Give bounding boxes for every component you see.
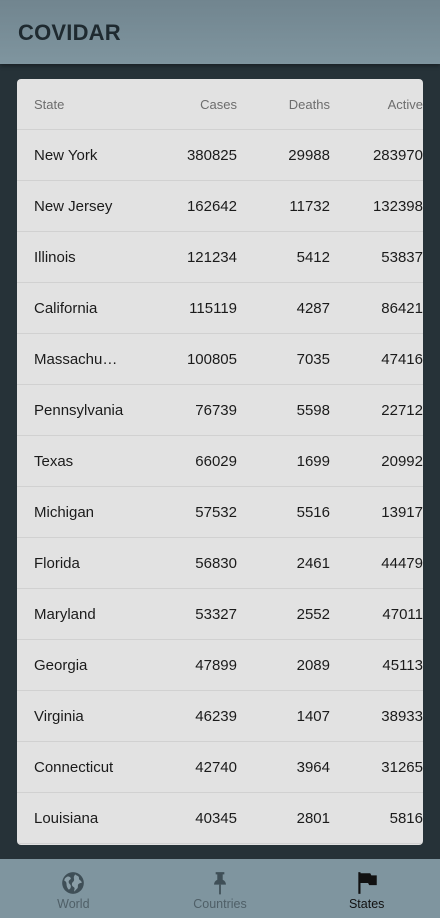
cell-deaths: 29988 (288, 146, 330, 164)
cell-active: 38933 (381, 707, 423, 725)
table-row[interactable]: New York 380825 29988 283970 (17, 130, 423, 181)
cell-deaths: 2801 (296, 809, 330, 827)
table-row[interactable]: Virginia 46239 1407 38933 (17, 691, 423, 742)
column-header-active[interactable]: Active (387, 96, 423, 112)
cell-active: 31265 (381, 758, 423, 776)
table-header-row: State Cases Deaths Active (17, 79, 423, 130)
cell-cases: 46239 (195, 707, 237, 725)
cell-cases: 76739 (195, 401, 237, 419)
cell-state: Louisiana (34, 809, 99, 827)
nav-label-world: World (57, 897, 90, 911)
cell-active: 132398 (372, 197, 423, 215)
cell-cases: 380825 (186, 146, 237, 164)
table-row[interactable]: Pennsylvania 76739 5598 22712 (17, 385, 423, 436)
cell-deaths: 2552 (296, 605, 330, 623)
table-row[interactable]: Connecticut 42740 3964 31265 (17, 742, 423, 793)
cell-deaths: 3964 (296, 758, 330, 776)
cell-state: New Jersey (34, 197, 113, 215)
table-row[interactable]: Georgia 47899 2089 45113 (17, 640, 423, 691)
cell-cases: 57532 (195, 503, 237, 521)
globe-icon (62, 872, 85, 894)
cell-active: 47416 (381, 350, 423, 368)
cell-deaths: 7035 (296, 350, 330, 368)
cell-cases: 66029 (195, 452, 237, 470)
pin-icon (214, 872, 226, 895)
table-row[interactable]: New Jersey 162642 11732 132398 (17, 181, 423, 232)
table-row[interactable]: California 115119 4287 86421 (17, 283, 423, 334)
cell-cases: 47899 (195, 656, 237, 674)
cell-state: California (34, 299, 98, 317)
cell-active: 22712 (381, 401, 423, 419)
cell-cases: 53327 (195, 605, 237, 623)
table-row[interactable]: Maryland 53327 2552 47011 (17, 589, 423, 640)
flag-icon (358, 872, 377, 894)
cell-active: 5816 (389, 809, 423, 827)
cell-state: Illinois (34, 248, 76, 266)
table-row[interactable]: Illinois 121234 5412 53837 (17, 232, 423, 283)
column-header-deaths[interactable]: Deaths (288, 96, 330, 112)
cell-active: 44479 (381, 554, 423, 572)
cell-state: Pennsylvania (34, 401, 124, 419)
cell-state: Massachus… (34, 350, 124, 368)
cell-deaths: 2461 (296, 554, 330, 572)
nav-item-states[interactable]: States (293, 859, 440, 918)
cell-cases: 42740 (195, 758, 237, 776)
app-bar: COVIDAR (0, 0, 440, 64)
nav-label-countries: Countries (193, 897, 247, 911)
column-header-cases[interactable]: Cases (200, 96, 237, 112)
cell-state: Georgia (34, 656, 88, 674)
cell-active: 13917 (381, 503, 423, 521)
table-row[interactable]: Louisiana 40345 2801 5816 (17, 793, 423, 844)
states-table: State Cases Deaths Active New York 380825… (17, 79, 423, 844)
cell-state: Maryland (34, 605, 96, 623)
table-row[interactable]: Michigan 57532 5516 13917 (17, 487, 423, 538)
cell-deaths: 4287 (296, 299, 330, 317)
cell-state: Texas (34, 452, 74, 470)
cell-deaths: 5598 (296, 401, 330, 419)
cell-active: 47011 (382, 605, 423, 623)
cell-active: 283970 (372, 146, 423, 164)
app-title: COVIDAR (18, 20, 121, 45)
cell-deaths: 1407 (296, 707, 330, 725)
cell-active: 86421 (381, 299, 423, 317)
cell-cases: 115119 (189, 299, 237, 317)
bottom-navigation: World Countries States (0, 859, 440, 918)
cell-cases: 121234 (186, 248, 237, 266)
cell-deaths: 2089 (296, 656, 330, 674)
cell-cases: 56830 (195, 554, 237, 572)
cell-cases: 40345 (195, 809, 237, 827)
cell-active: 45113 (382, 656, 423, 674)
table-body: New York 380825 29988 283970 New Jersey 16264… (17, 130, 423, 844)
cell-deaths: 1699 (296, 452, 330, 470)
table-row[interactable]: Massachus… 100805 7035 47416 (17, 334, 423, 385)
cell-state: Michigan (34, 503, 95, 521)
cell-state: New York (34, 146, 98, 164)
states-table-card: State Cases Deaths Active New York 380825… (17, 79, 423, 845)
cell-deaths: 5412 (296, 248, 330, 266)
table-row[interactable]: Texas 66029 1699 20992 (17, 436, 423, 487)
cell-state: Virginia (34, 707, 84, 725)
table-row[interactable]: Florida 56830 2461 44479 (17, 538, 423, 589)
nav-label-states: States (348, 897, 385, 911)
nav-item-world[interactable]: World (0, 859, 147, 918)
cell-deaths: 11732 (289, 197, 330, 215)
cell-active: 20992 (381, 452, 423, 470)
cell-cases: 162642 (186, 197, 237, 215)
cell-cases: 100805 (186, 350, 237, 368)
cell-active: 53837 (381, 248, 423, 266)
cell-deaths: 5516 (296, 503, 330, 521)
column-header-state[interactable]: State (34, 96, 65, 112)
cell-state: Connecticut (34, 758, 114, 776)
nav-item-countries[interactable]: Countries (147, 859, 294, 918)
cell-state: Florida (34, 554, 80, 572)
